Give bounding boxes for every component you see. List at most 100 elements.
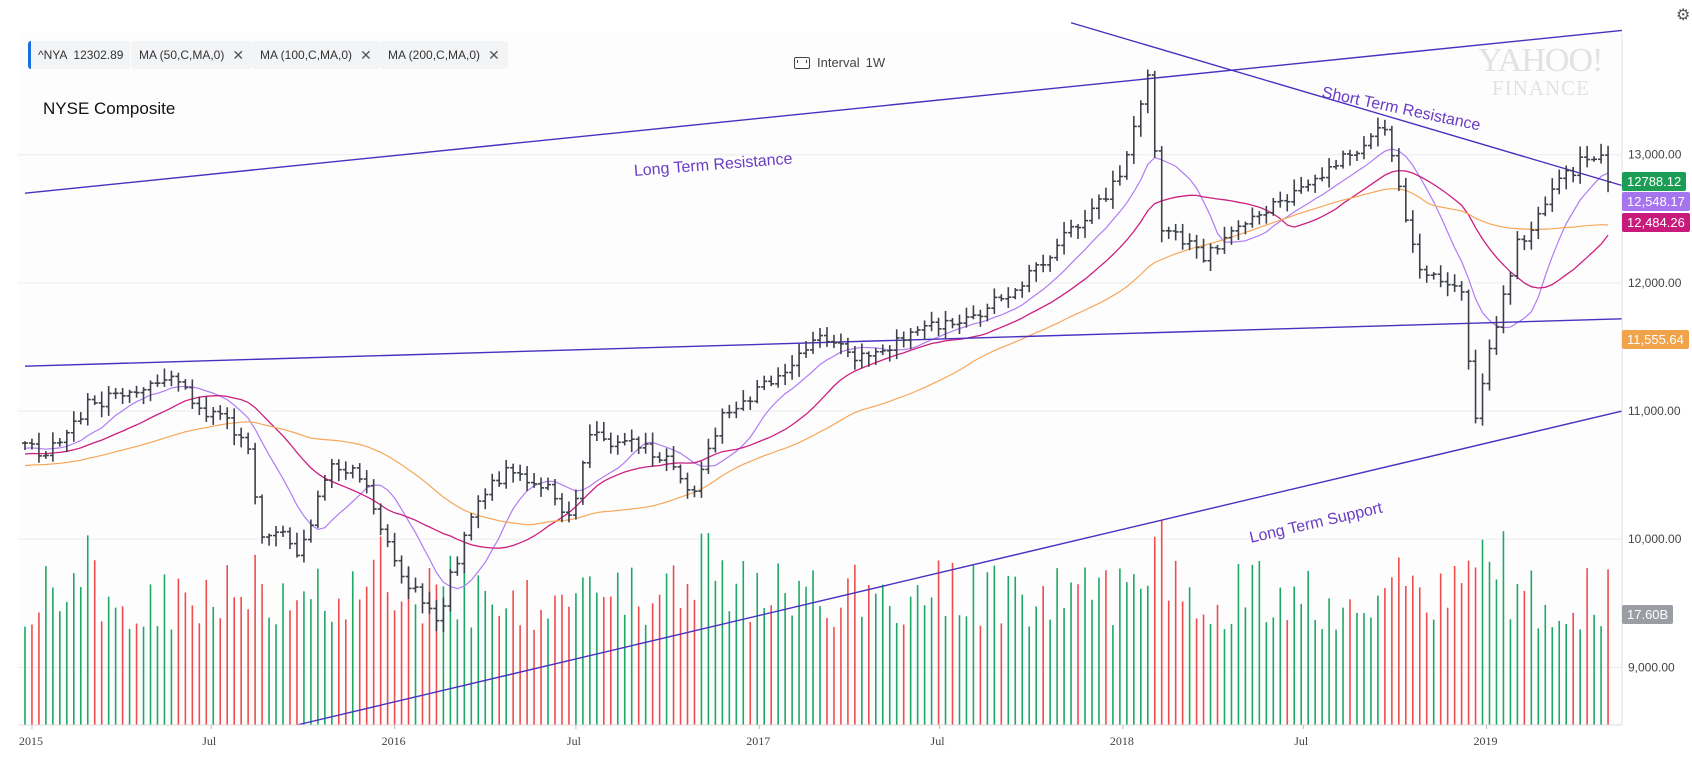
ohlc-bar [252,442,259,505]
ohlc-bar [370,479,377,515]
ohlc-bar [1395,148,1402,192]
volume-bars [24,520,1609,725]
ohlc-bar [803,340,810,358]
indicator-label: MA (100,C,MA,0) [260,48,353,62]
indicator-chip-ma100[interactable]: MA (100,C,MA,0) ✕ [252,41,380,69]
ohlc-bar [1535,206,1542,240]
ohlc-bar [1088,198,1095,224]
ohlc-bar [168,370,175,387]
ohlc-bar [238,427,245,448]
ohlc-bar [273,525,280,547]
ohlc-bar [210,407,217,425]
ohlc-bar [21,441,28,451]
moving-averages [24,148,1609,590]
ohlc-bar [1214,244,1221,255]
ohlc-bar [384,524,391,548]
ohlc-bar [398,555,405,584]
ohlc-bar [1319,167,1326,182]
ohlc-bar [447,569,454,612]
ohlc-bar [1549,178,1556,212]
trendlines [24,22,1623,726]
chart-title: NYSE Composite [43,99,176,118]
ohlc-bar [293,532,300,558]
ohlc-bar [77,412,84,425]
ohlc-bar [349,464,356,479]
ohlc-bar [635,436,642,455]
indicator-chip-ma50[interactable]: MA (50,C,MA,0) ✕ [131,41,253,69]
ohlc-bar [412,577,419,593]
ohlc-bar [1207,243,1214,271]
ohlc-bar [1270,197,1277,216]
ohlc-bar [817,327,823,348]
ohlc-bar [621,432,628,446]
ohlc-bar [649,432,656,467]
ohlc-bar [1577,146,1584,184]
ohlc-bar [531,473,538,488]
ohlc-bar [712,427,719,453]
ohlc-bar [189,379,196,409]
ohlc-bar [231,408,238,446]
ohlc-bar [1521,235,1528,251]
trendline [1070,22,1623,187]
ohlc-bar [1277,191,1284,208]
ohlc-bar [949,318,956,329]
ohlc-bar [1493,316,1500,355]
ohlc-bar [1388,125,1395,162]
ohlc-bar [823,327,830,347]
ohlc-bar [1570,166,1577,183]
ohlc-bar [942,310,949,339]
ohlc-bar [1284,194,1291,212]
ohlc-bar [1437,265,1444,288]
ohlc-bar [1326,158,1333,188]
ohlc-bar [921,320,928,341]
ohlc-bar [1528,221,1535,250]
ohlc-bar [63,429,70,453]
ohlc-bar [907,328,914,350]
ohlc-bar [1151,70,1158,158]
ohlc-bar [991,288,998,314]
ohlc-bar [865,351,872,367]
ohlc-bar [1402,177,1409,223]
ohlc-bar [217,405,224,420]
ohlc-bar [928,311,935,332]
ohlc-bar [1123,151,1130,180]
ohlc-bar [656,452,663,463]
gear-icon[interactable]: ⚙ [1676,7,1691,24]
ohlc-bar [1263,205,1270,224]
ma50-line [24,148,1609,590]
ohlc-bar [1116,165,1123,186]
ohlc-bar [1591,156,1598,162]
ohlc-bar [1409,210,1416,253]
y-tick-label: 9,000.00 [1628,660,1675,674]
ohlc-bar [1012,288,1019,300]
ohlc-bar [789,355,796,380]
ohlc-bar [84,393,91,426]
ohlc-bar [872,347,879,365]
ohlc-bar [1193,234,1200,259]
ohlc-bar [1507,271,1514,305]
x-tick-label: 2017 [746,734,770,748]
ohlc-bar [91,395,98,405]
indicator-chip-ma200[interactable]: MA (200,C,MA,0) ✕ [380,41,508,69]
close-icon[interactable]: ✕ [488,46,500,63]
ohlc-bar [1472,349,1479,424]
ohlc-bar [49,432,56,462]
ohlc-bar [796,343,803,377]
ohlc-bar [1235,220,1242,240]
symbol-chip[interactable]: ^NYA 12302.89 [28,41,130,69]
ohlc-bar [893,329,900,360]
ohlc-bar [1172,224,1179,241]
ohlc-bar [182,379,189,390]
ohlc-bar [698,461,705,498]
ma50-price-tag: 12,548.17 [1622,192,1690,211]
close-icon[interactable]: ✕ [232,46,245,63]
ohlc-bar [1109,170,1116,209]
ohlc-bar [280,525,287,537]
close-icon[interactable]: ✕ [360,46,372,63]
ohlc-bar [565,501,572,523]
ohlc-bar [342,461,349,480]
interval-selector[interactable]: Interval 1W [794,55,885,70]
symbol-value: 12302.89 [73,48,124,62]
ohlc-bar [489,473,496,501]
